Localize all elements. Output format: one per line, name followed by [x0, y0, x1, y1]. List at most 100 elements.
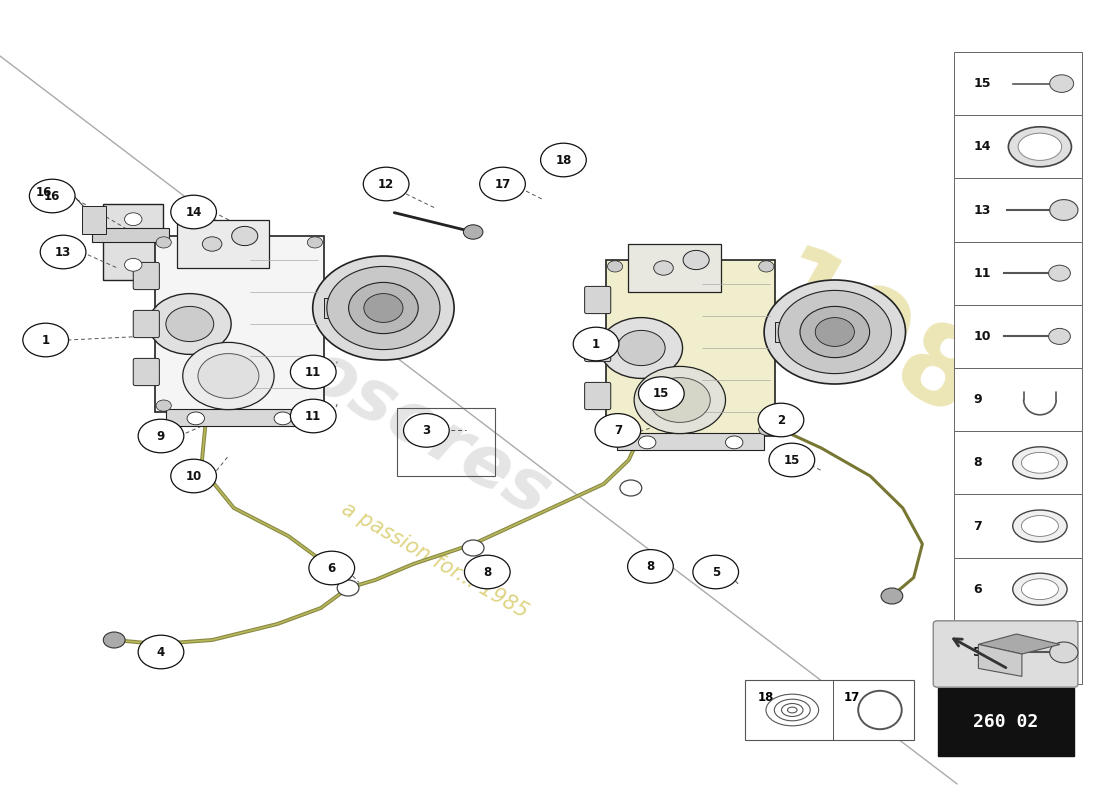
- FancyBboxPatch shape: [954, 305, 1082, 368]
- Circle shape: [1049, 642, 1078, 662]
- Circle shape: [693, 555, 738, 589]
- Circle shape: [759, 424, 774, 435]
- Text: 8: 8: [483, 566, 492, 578]
- Ellipse shape: [1013, 510, 1067, 542]
- Circle shape: [148, 294, 231, 354]
- Circle shape: [607, 424, 623, 435]
- Text: 16: 16: [35, 186, 52, 198]
- FancyBboxPatch shape: [954, 621, 1082, 684]
- Circle shape: [683, 250, 710, 270]
- Circle shape: [462, 540, 484, 556]
- Text: 14: 14: [974, 140, 991, 154]
- Circle shape: [327, 266, 440, 350]
- Circle shape: [540, 143, 586, 177]
- Circle shape: [124, 258, 142, 271]
- Circle shape: [881, 588, 903, 604]
- Text: 7: 7: [974, 519, 982, 533]
- Circle shape: [170, 195, 217, 229]
- Circle shape: [1049, 74, 1074, 92]
- Circle shape: [124, 213, 142, 226]
- Circle shape: [1048, 328, 1070, 344]
- Circle shape: [1049, 200, 1078, 221]
- Ellipse shape: [1022, 578, 1058, 600]
- Circle shape: [758, 403, 804, 437]
- Circle shape: [480, 167, 526, 201]
- Circle shape: [198, 354, 258, 398]
- Circle shape: [726, 436, 742, 449]
- Text: 4: 4: [157, 646, 165, 658]
- Circle shape: [759, 261, 774, 272]
- Text: 12: 12: [378, 178, 394, 190]
- Circle shape: [338, 580, 359, 596]
- Circle shape: [779, 290, 891, 374]
- FancyBboxPatch shape: [584, 334, 610, 362]
- FancyBboxPatch shape: [584, 382, 610, 410]
- Circle shape: [628, 550, 673, 583]
- Text: 6: 6: [974, 582, 982, 596]
- Circle shape: [464, 555, 510, 589]
- FancyBboxPatch shape: [133, 358, 160, 386]
- Circle shape: [653, 261, 673, 275]
- FancyBboxPatch shape: [776, 322, 796, 342]
- Circle shape: [156, 400, 172, 411]
- FancyBboxPatch shape: [166, 409, 312, 426]
- Text: 11: 11: [974, 266, 991, 280]
- Text: 11: 11: [305, 410, 321, 422]
- Circle shape: [274, 412, 292, 425]
- Circle shape: [202, 237, 222, 251]
- FancyBboxPatch shape: [954, 368, 1082, 431]
- FancyBboxPatch shape: [954, 558, 1082, 621]
- Text: 6: 6: [328, 562, 336, 574]
- FancyBboxPatch shape: [103, 204, 163, 280]
- FancyBboxPatch shape: [92, 227, 168, 242]
- Circle shape: [170, 459, 217, 493]
- Text: 18: 18: [758, 691, 774, 704]
- Text: 2: 2: [777, 414, 785, 426]
- FancyBboxPatch shape: [606, 260, 776, 436]
- Circle shape: [187, 412, 205, 425]
- Text: eurosores: eurosores: [177, 269, 563, 531]
- Text: 1985: 1985: [746, 238, 1060, 482]
- FancyBboxPatch shape: [81, 206, 106, 234]
- Circle shape: [764, 280, 905, 384]
- Polygon shape: [978, 645, 1022, 677]
- Circle shape: [103, 632, 125, 648]
- Text: 15: 15: [974, 77, 991, 90]
- Circle shape: [290, 399, 337, 433]
- FancyBboxPatch shape: [954, 431, 1082, 494]
- FancyBboxPatch shape: [133, 310, 160, 338]
- Ellipse shape: [1013, 446, 1067, 478]
- FancyBboxPatch shape: [628, 244, 720, 292]
- FancyBboxPatch shape: [133, 262, 160, 290]
- Ellipse shape: [1022, 452, 1058, 473]
- FancyBboxPatch shape: [155, 236, 323, 412]
- Text: 13: 13: [974, 203, 991, 217]
- Circle shape: [364, 294, 403, 322]
- FancyBboxPatch shape: [933, 621, 1078, 687]
- Circle shape: [620, 480, 641, 496]
- Circle shape: [1048, 265, 1070, 281]
- Circle shape: [815, 318, 855, 346]
- Text: 1: 1: [42, 334, 50, 346]
- Text: 14: 14: [186, 206, 201, 218]
- Text: 13: 13: [55, 246, 72, 258]
- Text: 10: 10: [186, 470, 201, 482]
- FancyBboxPatch shape: [745, 680, 914, 740]
- Circle shape: [312, 256, 454, 360]
- Circle shape: [307, 400, 322, 411]
- Circle shape: [23, 323, 68, 357]
- Text: 15: 15: [783, 454, 800, 466]
- FancyBboxPatch shape: [617, 433, 764, 450]
- Circle shape: [595, 414, 640, 447]
- Circle shape: [649, 378, 711, 422]
- Circle shape: [634, 366, 726, 434]
- Ellipse shape: [1009, 126, 1071, 166]
- Text: 10: 10: [974, 330, 991, 343]
- Text: 8: 8: [647, 560, 654, 573]
- Text: 9: 9: [974, 393, 982, 406]
- Text: 8: 8: [974, 456, 982, 470]
- FancyBboxPatch shape: [954, 52, 1082, 115]
- Text: 15: 15: [653, 387, 670, 400]
- Circle shape: [183, 342, 274, 410]
- Circle shape: [600, 318, 682, 378]
